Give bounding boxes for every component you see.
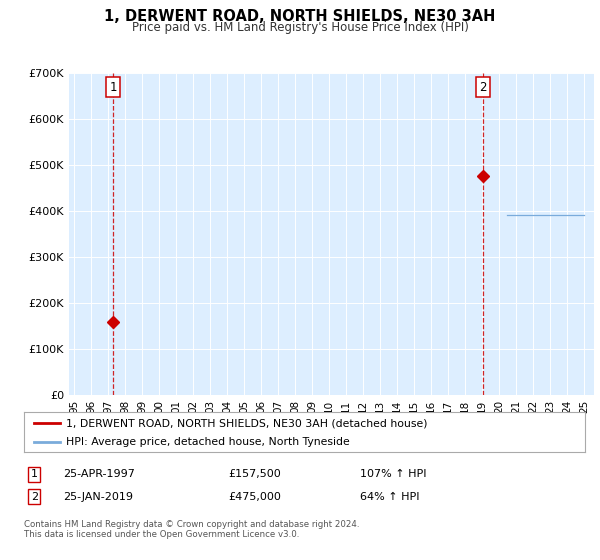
Text: 1: 1 — [110, 81, 117, 94]
Text: 2: 2 — [479, 81, 487, 94]
Text: 1: 1 — [31, 469, 38, 479]
Text: 25-JAN-2019: 25-JAN-2019 — [63, 492, 133, 502]
Text: £475,000: £475,000 — [228, 492, 281, 502]
Text: £157,500: £157,500 — [228, 469, 281, 479]
Text: Contains HM Land Registry data © Crown copyright and database right 2024.
This d: Contains HM Land Registry data © Crown c… — [24, 520, 359, 539]
Text: 2: 2 — [31, 492, 38, 502]
Text: 64% ↑ HPI: 64% ↑ HPI — [360, 492, 419, 502]
Text: HPI: Average price, detached house, North Tyneside: HPI: Average price, detached house, Nort… — [66, 437, 350, 446]
Text: 107% ↑ HPI: 107% ↑ HPI — [360, 469, 427, 479]
Text: 25-APR-1997: 25-APR-1997 — [63, 469, 135, 479]
Text: 1, DERWENT ROAD, NORTH SHIELDS, NE30 3AH (detached house): 1, DERWENT ROAD, NORTH SHIELDS, NE30 3AH… — [66, 418, 428, 428]
Text: 1, DERWENT ROAD, NORTH SHIELDS, NE30 3AH: 1, DERWENT ROAD, NORTH SHIELDS, NE30 3AH — [104, 9, 496, 24]
Text: Price paid vs. HM Land Registry's House Price Index (HPI): Price paid vs. HM Land Registry's House … — [131, 21, 469, 34]
